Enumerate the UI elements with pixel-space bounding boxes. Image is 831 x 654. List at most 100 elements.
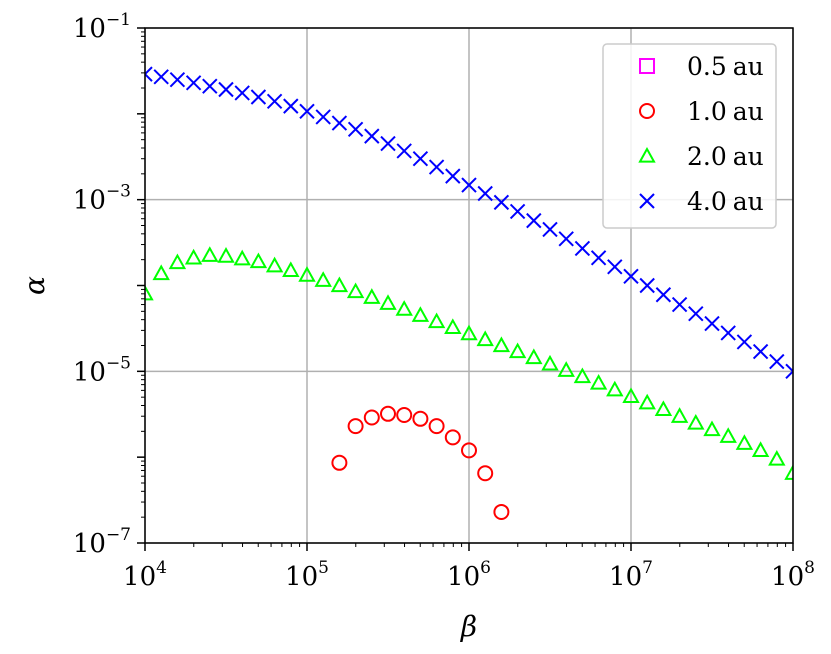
x-tick-label: 104 bbox=[123, 558, 167, 592]
data-point bbox=[444, 429, 461, 446]
data-point bbox=[379, 294, 397, 310]
data-point bbox=[380, 135, 396, 152]
legend-entry: 4.0 au bbox=[639, 187, 764, 216]
data-point bbox=[785, 363, 793, 380]
data-point bbox=[347, 121, 364, 138]
legend-entry: 1.0 au bbox=[639, 97, 764, 126]
y-tick-base: 10 bbox=[73, 14, 106, 44]
data-point bbox=[445, 168, 461, 184]
data-point bbox=[266, 93, 283, 109]
data-point bbox=[168, 253, 187, 270]
data-point bbox=[201, 246, 219, 262]
data-point bbox=[428, 159, 445, 175]
data-point bbox=[444, 318, 462, 334]
x-tick-base: 10 bbox=[609, 562, 642, 592]
y-tick-label: 10−1 bbox=[73, 10, 131, 44]
axis-ticks bbox=[137, 27, 794, 551]
data-point bbox=[331, 454, 348, 471]
x-tick-label: 105 bbox=[285, 558, 329, 592]
data-point bbox=[769, 353, 785, 370]
x-tick-base: 10 bbox=[123, 562, 156, 592]
x-tick-exponent: 4 bbox=[156, 558, 167, 578]
data-point bbox=[314, 271, 332, 287]
data-point bbox=[526, 212, 542, 229]
data-point bbox=[687, 413, 705, 430]
data-point bbox=[346, 282, 365, 299]
legend-entry: 0.5 au bbox=[639, 52, 764, 81]
y-axis-label: α bbox=[18, 276, 51, 295]
data-point bbox=[427, 312, 446, 329]
x-tick-exponent: 6 bbox=[480, 558, 491, 578]
data-point bbox=[573, 367, 592, 384]
y-tick-exponent: −3 bbox=[106, 182, 131, 202]
data-point bbox=[185, 75, 202, 91]
data-point bbox=[428, 418, 445, 435]
data-point bbox=[606, 380, 624, 397]
data-point bbox=[233, 249, 251, 266]
data-point bbox=[184, 248, 203, 265]
y-tick-base: 10 bbox=[73, 529, 106, 559]
x-tick-label: 107 bbox=[609, 558, 653, 592]
data-point bbox=[638, 393, 656, 410]
y-tick-exponent: −1 bbox=[106, 10, 131, 30]
legend-label: 1.0 au bbox=[687, 97, 764, 126]
data-point bbox=[509, 203, 526, 220]
legend-label: 2.0 au bbox=[687, 142, 764, 171]
data-point bbox=[493, 503, 510, 520]
data-marks bbox=[145, 66, 793, 520]
data-point bbox=[396, 406, 413, 423]
data-point bbox=[751, 441, 770, 457]
x-tick-exponent: 8 bbox=[804, 558, 815, 578]
data-point bbox=[347, 418, 364, 435]
data-point bbox=[639, 277, 655, 294]
data-point bbox=[217, 247, 235, 263]
x-tick-label: 106 bbox=[447, 558, 491, 592]
data-point bbox=[412, 151, 429, 167]
data-point bbox=[736, 334, 753, 350]
legend-marker bbox=[639, 58, 655, 74]
data-point bbox=[590, 250, 607, 266]
data-point bbox=[298, 266, 316, 282]
series-4-0-au bbox=[145, 66, 793, 380]
y-tick-base: 10 bbox=[73, 357, 106, 387]
x-tick-base: 10 bbox=[285, 562, 318, 592]
data-point bbox=[234, 85, 250, 101]
data-point bbox=[752, 343, 769, 360]
data-point bbox=[607, 259, 623, 275]
data-point bbox=[655, 287, 672, 303]
x-tick-exponent: 5 bbox=[318, 558, 329, 578]
data-point bbox=[461, 442, 477, 459]
data-point bbox=[411, 306, 430, 322]
data-point bbox=[508, 342, 527, 359]
data-point bbox=[145, 66, 153, 82]
legend-marker bbox=[639, 193, 655, 209]
data-point bbox=[169, 71, 186, 88]
x-tick-base: 10 bbox=[771, 562, 804, 592]
data-point bbox=[623, 268, 639, 285]
data-point bbox=[395, 300, 413, 316]
data-point bbox=[719, 427, 737, 443]
data-point bbox=[703, 420, 721, 437]
data-point bbox=[654, 400, 673, 417]
legend-entry: 2.0 au bbox=[638, 142, 764, 171]
y-tick-label: 10−7 bbox=[73, 525, 131, 559]
y-tick-label: 10−3 bbox=[73, 182, 131, 216]
series-1-0-au bbox=[331, 405, 510, 520]
data-point bbox=[461, 177, 477, 193]
data-point bbox=[671, 296, 688, 313]
data-point bbox=[331, 115, 348, 131]
data-point bbox=[477, 185, 493, 202]
data-point bbox=[330, 276, 349, 293]
data-point bbox=[493, 194, 510, 211]
x-tick-label: 108 bbox=[771, 558, 815, 592]
data-point bbox=[396, 143, 412, 159]
data-point bbox=[784, 464, 793, 480]
legend-box bbox=[602, 43, 777, 229]
data-point bbox=[558, 231, 574, 247]
series-2-0-au bbox=[145, 246, 793, 480]
data-point bbox=[364, 128, 380, 144]
data-point bbox=[145, 284, 154, 301]
y-tick-exponent: −5 bbox=[106, 353, 131, 373]
y-tick-base: 10 bbox=[73, 186, 106, 216]
